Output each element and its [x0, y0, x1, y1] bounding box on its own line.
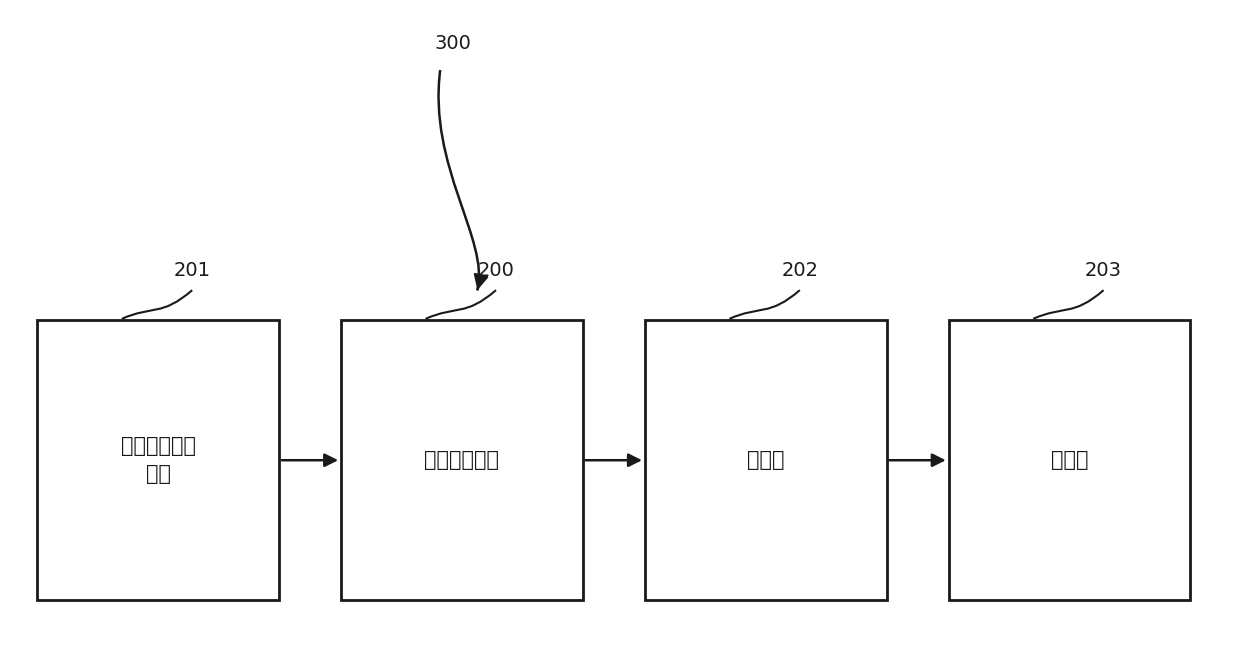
Text: 毛细管柱单元: 毛细管柱单元 [424, 450, 500, 470]
Bar [341, 320, 583, 600]
Text: 检测器: 检测器 [746, 450, 785, 470]
Text: 200: 200 [477, 261, 515, 279]
Bar [645, 320, 887, 600]
Text: 输出部: 输出部 [1050, 450, 1089, 470]
Bar [949, 320, 1190, 600]
Text: 300: 300 [434, 34, 471, 53]
Text: 202: 202 [781, 261, 818, 279]
Text: 203: 203 [1085, 261, 1122, 279]
Text: 试料气体导入
机构: 试料气体导入 机构 [120, 436, 196, 484]
Text: 201: 201 [174, 261, 211, 279]
Bar [37, 320, 279, 600]
